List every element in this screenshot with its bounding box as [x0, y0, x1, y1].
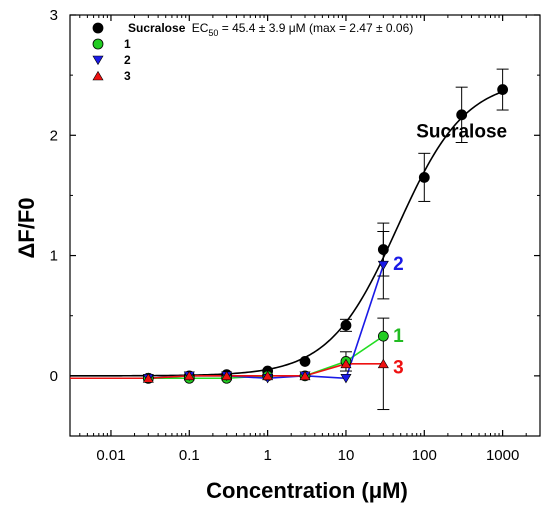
legend-label: 2: [124, 53, 131, 67]
annotation-label: 1: [393, 326, 404, 347]
fit-curve-sucralose: [70, 90, 503, 377]
legend-header: Sucralose EC50 = 45.4 ± 3.9 μM (max = 2.…: [128, 21, 413, 38]
data-point-sucralose: [456, 109, 468, 121]
y-tick-label: 3: [50, 7, 58, 24]
data-point-2: [377, 260, 389, 271]
data-point-3: [262, 370, 274, 381]
data-point-3: [142, 373, 154, 383]
legend-header-name: Sucralose: [128, 21, 186, 35]
data-point-3: [299, 370, 311, 381]
annotation-label: 3: [393, 357, 404, 378]
data-point-3: [377, 358, 389, 369]
data-point-sucralose: [497, 84, 509, 95]
fit-curve-compound-3: [70, 363, 384, 380]
fit-curves: [70, 90, 503, 380]
legend-marker-1: [92, 38, 104, 50]
legend-label: 1: [124, 37, 131, 51]
data-point-sucralose: [340, 319, 352, 331]
legend-marker-2: [92, 55, 104, 66]
data-point-2: [340, 373, 352, 384]
x-tick-label: 100: [412, 447, 437, 464]
y-tick-label: 1: [50, 248, 58, 265]
data-point-3: [183, 370, 195, 381]
x-tick-label: 0.1: [179, 447, 200, 464]
legend-header-ec: EC: [192, 21, 209, 35]
data-point-3: [340, 358, 352, 369]
legend-header-ec-value: = 45.4 ± 3.9 μM (max = 2.47 ± 0.06): [218, 21, 413, 35]
y-tick-label: 0: [50, 368, 58, 385]
data-point-1: [377, 330, 389, 342]
axes: 0 1 2 3 0.01 0.1 1 10 100 1000: [50, 7, 541, 464]
x-tick-label: 0.01: [96, 447, 125, 464]
legend-marker-sucralose: [92, 22, 104, 34]
annotation-label: Sucralose: [416, 122, 507, 143]
y-axis-title: ΔF/F0: [14, 197, 39, 258]
legend-marker-3: [92, 70, 104, 81]
data-point-3: [221, 370, 233, 381]
annotations: Sucralose 2 1 3: [393, 122, 507, 379]
fit-curve-compound-2: [70, 264, 385, 380]
data-point-sucralose: [299, 356, 311, 367]
x-axis-title: Concentration (μM): [206, 478, 408, 503]
legend-header-ec-sub: 50: [208, 28, 218, 38]
legend: Sucralose EC50 = 45.4 ± 3.9 μM (max = 2.…: [92, 21, 413, 83]
data-point-sucralose: [377, 244, 389, 255]
x-tick-label: 10: [338, 447, 355, 464]
x-tick-label: 1: [263, 447, 271, 464]
annotation-label: 2: [393, 254, 404, 275]
legend-label: 3: [124, 69, 131, 83]
data-point-sucralose: [418, 171, 430, 183]
data-points: [142, 68, 509, 411]
x-tick-label: 1000: [486, 447, 519, 464]
y-tick-label: 2: [50, 127, 58, 144]
